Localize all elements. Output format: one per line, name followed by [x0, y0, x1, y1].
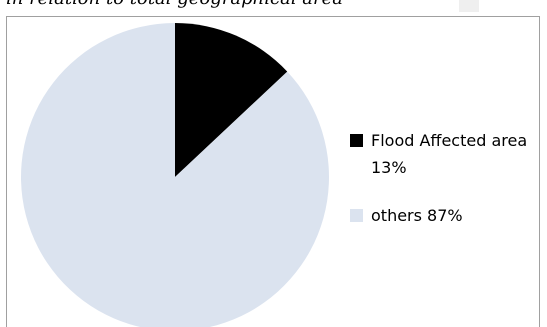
legend-label-others: others 87% — [371, 206, 463, 225]
pie-chart — [21, 23, 329, 327]
legend-item-flood-affected: Flood Affected area 13% — [350, 127, 540, 181]
pie-slice-others — [21, 23, 329, 327]
corner-box — [459, 0, 479, 12]
legend-swatch-others — [350, 209, 363, 222]
chart-legend: Flood Affected area 13% others 87% — [350, 127, 540, 250]
legend-item-others: others 87% — [350, 202, 540, 229]
chart-frame: Flood Affected area 13% others 87% — [6, 16, 540, 327]
figure-caption: in relation to total geographical area — [6, 0, 343, 10]
pie-slice-flood-affected — [175, 23, 288, 177]
legend-swatch-flood-affected — [350, 134, 363, 147]
legend-label-flood-affected: Flood Affected area 13% — [371, 131, 528, 177]
